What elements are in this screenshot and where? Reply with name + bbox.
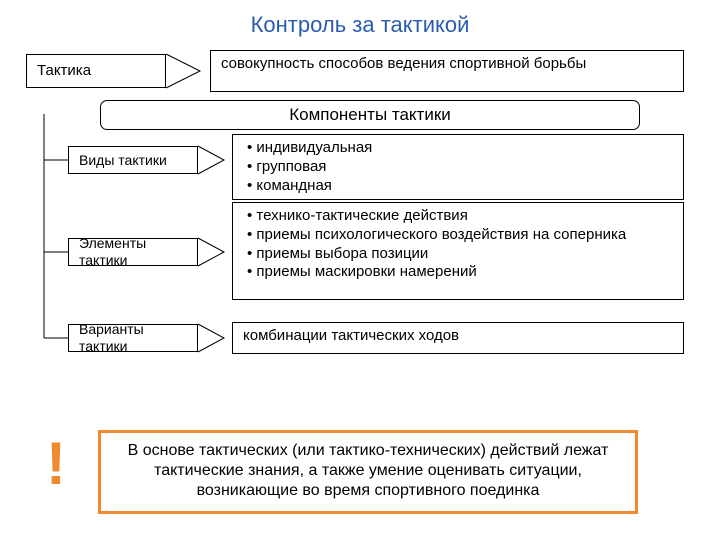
tactic-label: Тактика bbox=[37, 62, 91, 80]
list-item: приемы маскировки намерений bbox=[243, 263, 673, 282]
list-item: технико-тактические действия bbox=[243, 207, 673, 226]
list-item: командная bbox=[243, 177, 673, 196]
list-item: приемы психологического воздействия на с… bbox=[243, 226, 673, 245]
callout-text: В основе тактических (или тактико-технич… bbox=[128, 442, 609, 499]
list-item: групповая bbox=[243, 158, 673, 177]
row-desc-box: комбинации тактических ходов bbox=[232, 322, 684, 354]
list-item: приемы выбора позиции bbox=[243, 245, 673, 264]
components-header: Компоненты тактики bbox=[289, 105, 451, 124]
components-header-box: Компоненты тактики bbox=[100, 100, 640, 130]
tactic-definition: совокупность способов ведения спортивной… bbox=[221, 55, 586, 72]
exclamation-icon: ! bbox=[46, 434, 66, 494]
tactic-definition-box: совокупность способов ведения спортивной… bbox=[210, 50, 684, 92]
row-desc-box: технико-тактические действияприемы психо… bbox=[232, 202, 684, 300]
row-label-box: Варианты тактики bbox=[68, 324, 198, 352]
row-label-box: Виды тактики bbox=[68, 146, 198, 174]
tactic-label-box: Тактика bbox=[26, 54, 166, 88]
page-title: Контроль за тактикой bbox=[0, 0, 720, 38]
row-label-box: Элементы тактики bbox=[68, 238, 198, 266]
list-item: индивидуальная bbox=[243, 139, 673, 158]
row-desc-box: индивидуальнаягрупповаякомандная bbox=[232, 134, 684, 200]
callout-box: В основе тактических (или тактико-технич… bbox=[98, 430, 638, 514]
